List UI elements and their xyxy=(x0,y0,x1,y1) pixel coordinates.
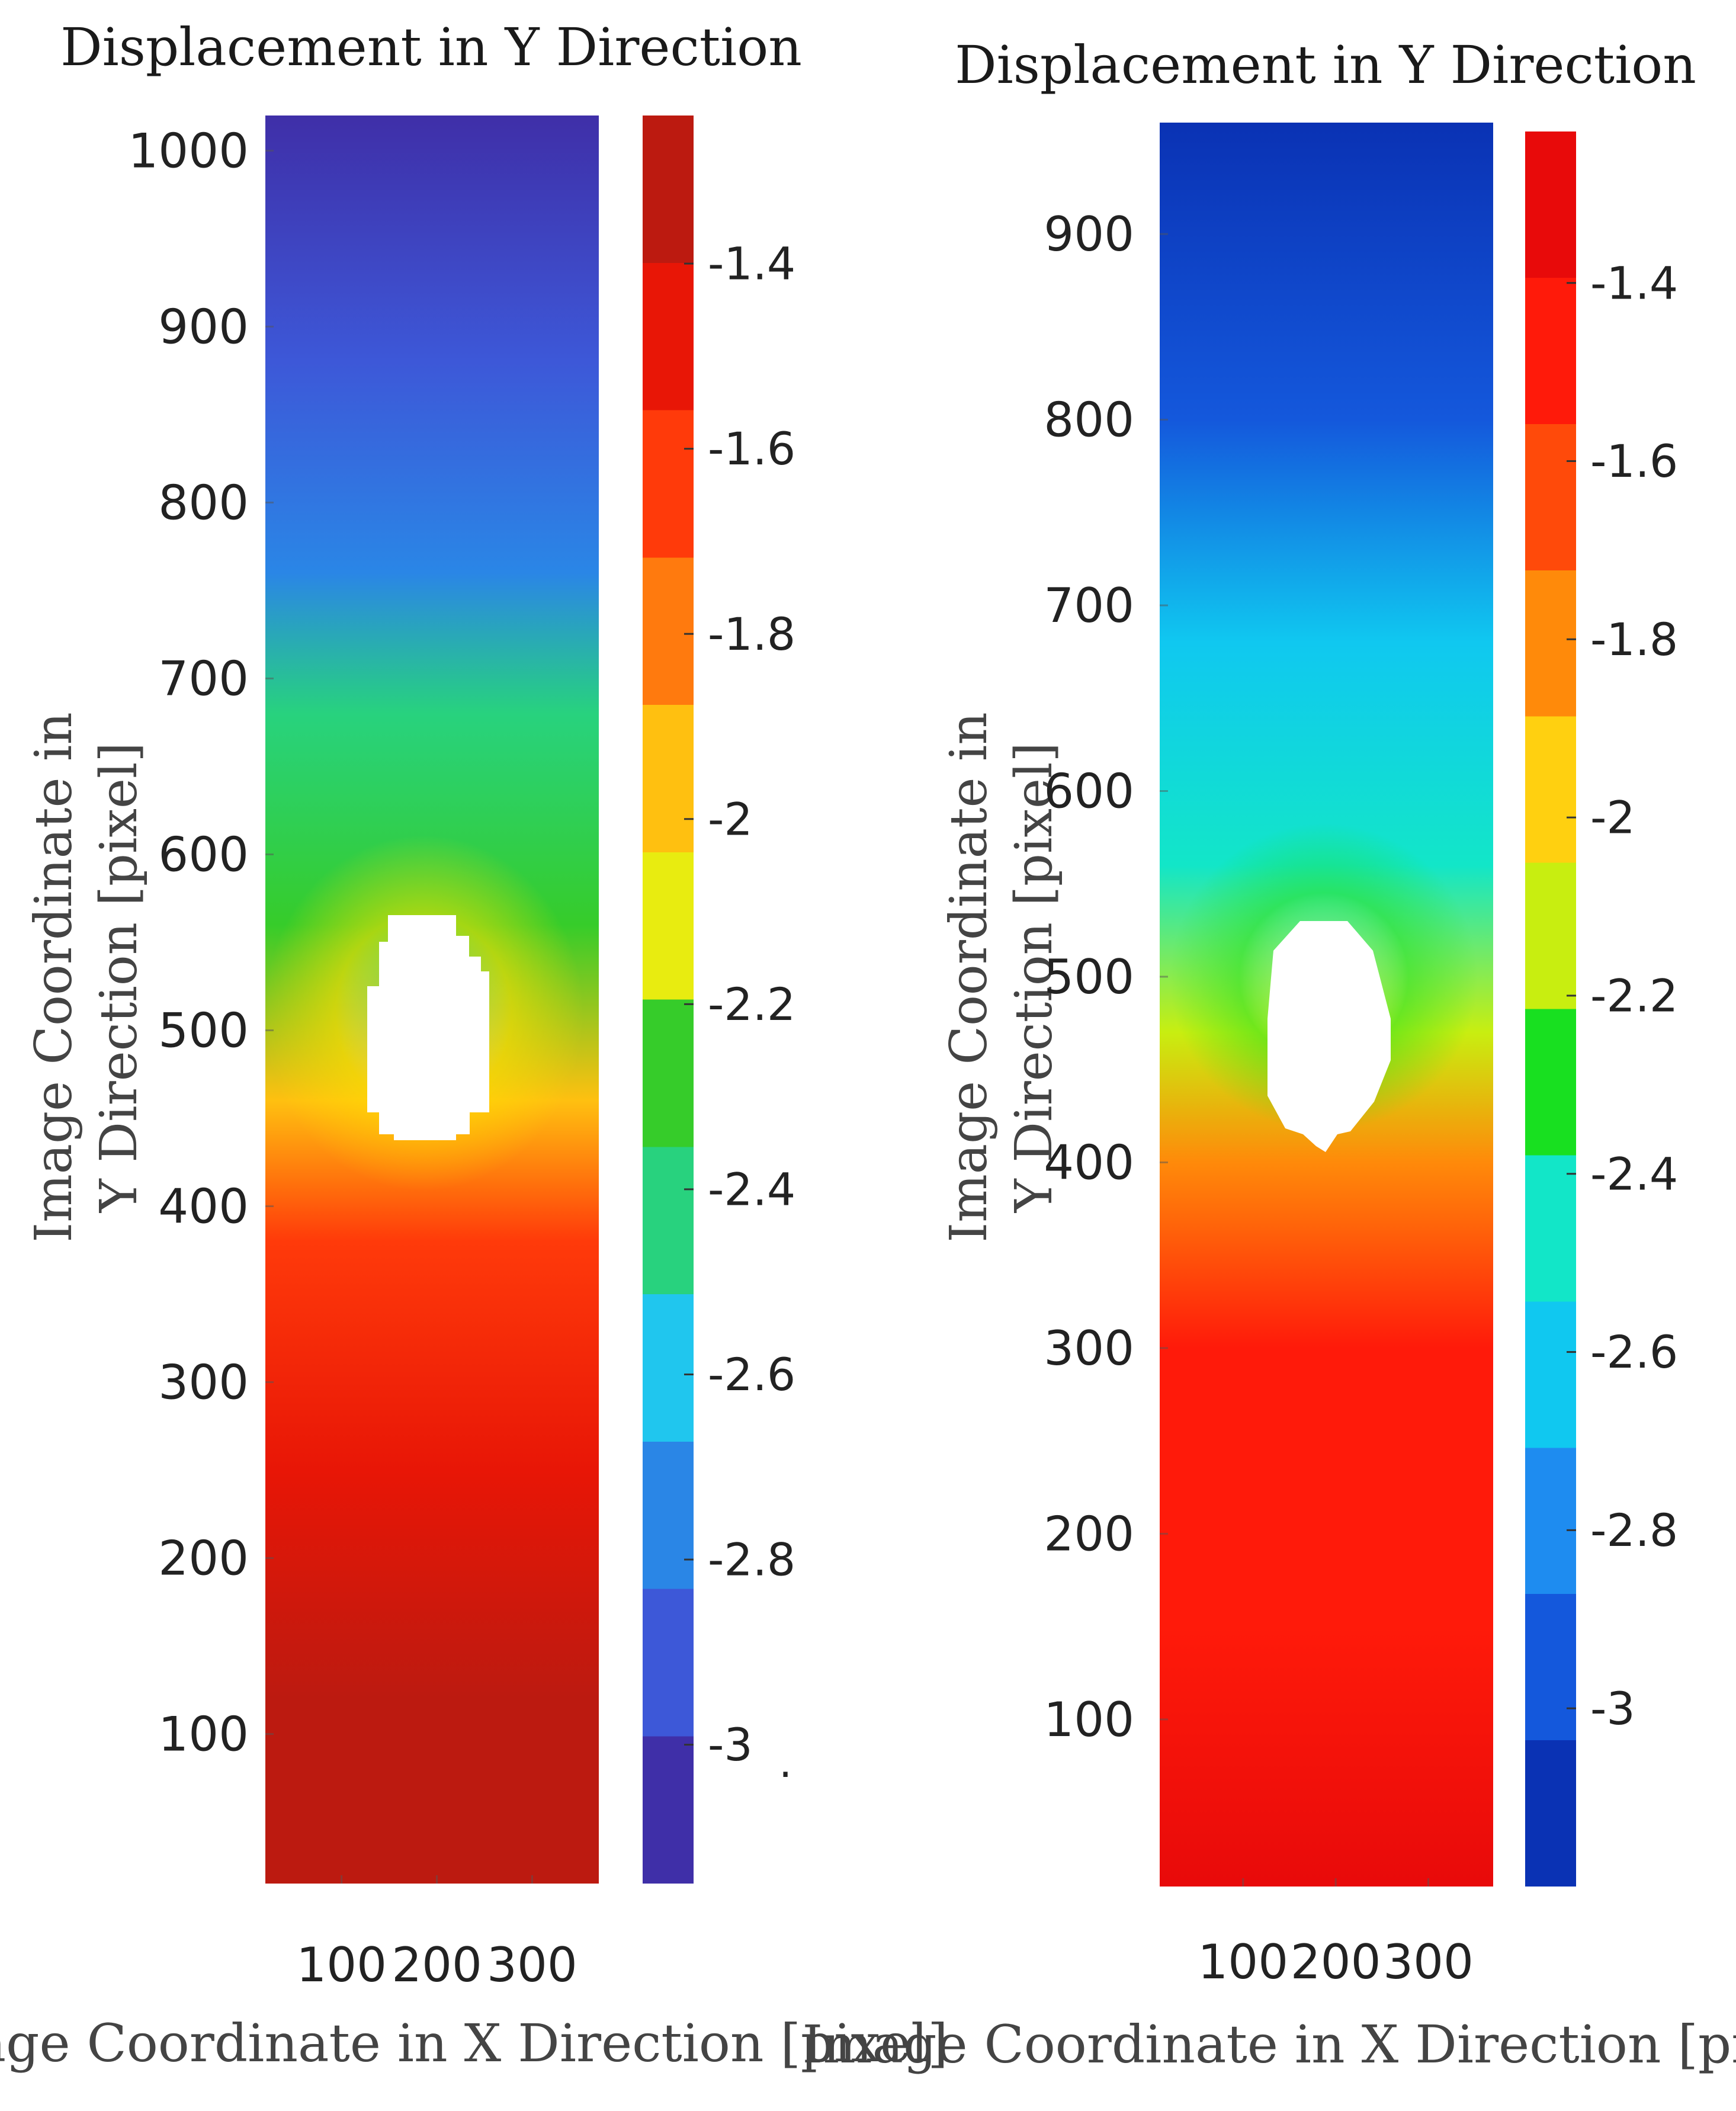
right-y-ticks: 100 200 300 400 500 600 700 800 900 xyxy=(1044,207,1168,1747)
y-tick-label: 500 xyxy=(1044,949,1134,1005)
left-chart-title: Displacement in Y Direction xyxy=(60,17,802,78)
right-chart-title: Displacement in Y Direction xyxy=(955,34,1696,95)
y-tick-label: 700 xyxy=(158,651,249,706)
left-x-ticks: 100 200 300 xyxy=(296,1875,577,1993)
colorbar-tick-label: -1.6 xyxy=(708,422,795,475)
y-tick-label: 500 xyxy=(158,1003,249,1058)
right-ylabel: Image Coordinate in Y Direction [pixel] xyxy=(939,712,1064,1242)
y-tick-label: 800 xyxy=(1044,393,1134,448)
y-tick-label: 900 xyxy=(1044,207,1134,262)
y-tick-label: 600 xyxy=(158,827,249,882)
y-tick-label: 800 xyxy=(158,475,249,530)
colorbar-tick-label: -1.6 xyxy=(1590,435,1678,487)
y-tick-label: 900 xyxy=(158,299,249,354)
right-colorbar-ticks: -1.4 -1.6 -1.8 -2 -2.2 -2.4 -2.6 -2.8 -3 xyxy=(1567,256,1678,1735)
colorbar-tick-label: -2.6 xyxy=(1590,1326,1678,1378)
left-ylabel-line-1: Image Coordinate in xyxy=(24,712,84,1242)
colorbar-tick-label: -3 xyxy=(1590,1682,1635,1735)
y-tick-label: 300 xyxy=(158,1355,249,1410)
right-ylabel-line-2: Y Direction [pixel] xyxy=(1005,742,1064,1213)
y-tick-label: 1000 xyxy=(128,123,249,178)
left-colorbar-ticks: -1.4 -1.6 -1.8 -2 -2.2 -2.4 -2.6 -2.8 -3 xyxy=(684,238,795,1771)
colorbar-tick-label: -2.8 xyxy=(1590,1504,1678,1557)
x-tick-label: 300 xyxy=(1383,1934,1474,1990)
left-chart-panel: Displacement in Y Direction Image Coordi… xyxy=(0,17,948,2074)
right-colorbar xyxy=(1525,131,1576,1887)
colorbar-tick-label: -1.4 xyxy=(708,238,795,290)
y-tick-label: 200 xyxy=(158,1531,249,1586)
x-tick-label: 100 xyxy=(296,1937,387,1993)
left-stray-mark: . xyxy=(779,1738,792,1787)
left-xlabel: Image Coordinate in X Direction [pixel] xyxy=(0,2013,948,2074)
left-ylabel: Image Coordinate in Y Direction [pixel] xyxy=(24,712,149,1242)
x-tick-label: 200 xyxy=(392,1937,482,1993)
y-tick-label: 700 xyxy=(1044,578,1134,633)
right-hole xyxy=(1267,921,1391,1152)
colorbar-tick-label: -2.2 xyxy=(1590,970,1678,1022)
y-tick-label: 300 xyxy=(1044,1321,1134,1376)
left-colorbar xyxy=(643,116,694,1884)
y-tick-label: 400 xyxy=(158,1179,249,1234)
x-tick-label: 100 xyxy=(1198,1934,1288,1990)
y-tick-label: 400 xyxy=(1044,1135,1134,1190)
colorbar-tick-label: -2.6 xyxy=(708,1348,795,1401)
colorbar-tick-label: -2.2 xyxy=(708,978,795,1031)
left-hole xyxy=(367,915,489,1140)
right-x-ticks: 100 200 300 xyxy=(1198,1878,1474,1990)
colorbar-tick-label: -3 xyxy=(708,1718,753,1771)
left-ylabel-line-2: Y Direction [pixel] xyxy=(89,742,149,1213)
right-xlabel: Image Coordinate in X Direction [pixel] xyxy=(802,2014,1736,2075)
colorbar-tick-label: -2.4 xyxy=(708,1163,795,1215)
x-tick-label: 200 xyxy=(1291,1934,1381,1990)
colorbar-tick-label: -2 xyxy=(1590,791,1635,844)
right-chart-panel: Displacement in Y Direction Image Coordi… xyxy=(802,34,1736,2075)
x-tick-label: 300 xyxy=(487,1937,577,1993)
y-tick-label: 100 xyxy=(1044,1692,1134,1747)
left-y-ticks: 100 200 300 400 500 600 700 800 900 1000 xyxy=(128,123,274,1762)
colorbar-tick-label: -2.8 xyxy=(708,1533,795,1586)
y-tick-label: 600 xyxy=(1044,764,1134,819)
colorbar-tick-label: -2.4 xyxy=(1590,1147,1678,1200)
right-ylabel-line-1: Image Coordinate in xyxy=(939,712,999,1242)
colorbar-tick-label: -2 xyxy=(708,793,753,845)
y-tick-label: 200 xyxy=(1044,1506,1134,1561)
colorbar-tick-label: -1.4 xyxy=(1590,256,1678,309)
colorbar-tick-label: -1.8 xyxy=(708,608,795,660)
colorbar-tick-label: -1.8 xyxy=(1590,613,1678,666)
y-tick-label: 100 xyxy=(158,1707,249,1762)
